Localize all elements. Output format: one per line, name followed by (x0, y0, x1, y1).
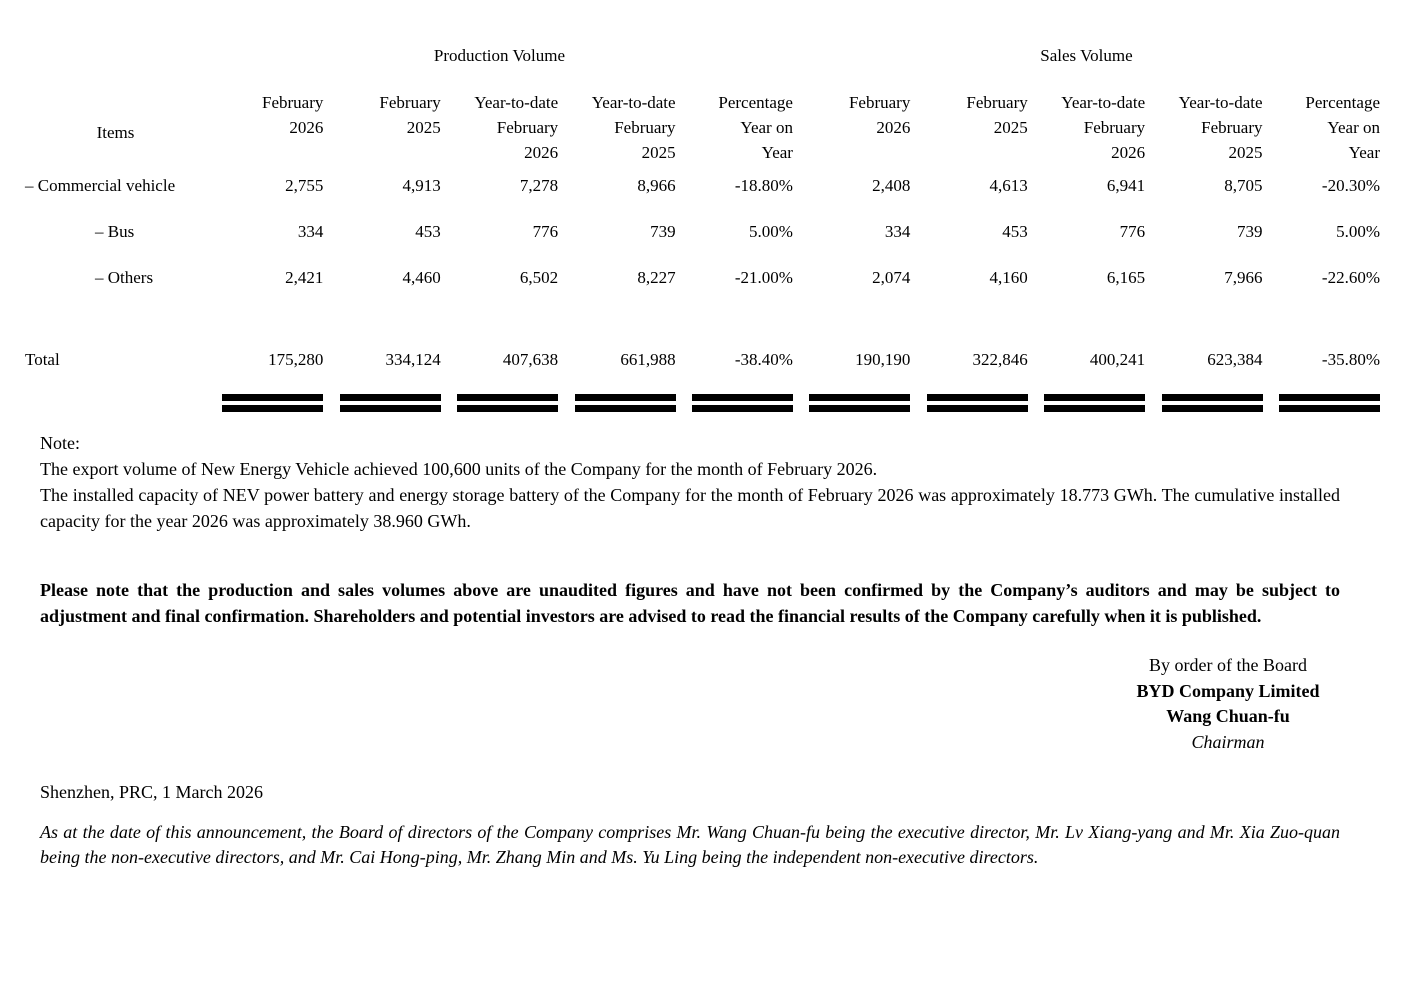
total-value-cell: 661,988 (620, 350, 676, 369)
note-section: Note: The export volume of New Energy Ve… (40, 430, 1340, 534)
note-export-line: The export volume of New Energy Vehicle … (40, 459, 878, 479)
value-cell: 453 (415, 222, 441, 241)
value-cell: 4,613 (989, 176, 1028, 195)
double-rule (1161, 394, 1263, 412)
value-cell: -21.00% (734, 268, 793, 287)
row-label: – Bus (95, 222, 135, 241)
double-rule (691, 394, 793, 412)
volume-table: Production Volume Sales Volume Items Feb… (25, 46, 1380, 414)
double-rule (926, 394, 1028, 412)
total-value-cell: 400,241 (1089, 350, 1146, 369)
value-cell: 334 (297, 222, 324, 241)
value-cell: 6,502 (519, 268, 559, 287)
value-cell: 776 (532, 222, 559, 241)
value-cell: 7,966 (1224, 268, 1263, 287)
total-value-cell: -35.80% (1321, 350, 1380, 369)
column-header-sales-ytd-2025: Year-to-date February 2025 (1178, 93, 1263, 162)
note-heading: Note: (40, 433, 80, 453)
value-cell: -18.80% (734, 176, 793, 195)
double-rule (457, 394, 559, 412)
value-cell: 4,460 (402, 268, 441, 287)
double-rule (1279, 394, 1380, 412)
value-cell: 6,165 (1106, 268, 1146, 287)
value-cell: 2,755 (285, 176, 324, 195)
double-rule (339, 394, 441, 412)
note-battery-line: The installed capacity of NEV power batt… (40, 485, 1340, 531)
spacer-row (25, 313, 1380, 349)
value-cell: 2,408 (872, 176, 911, 195)
value-cell: 6,941 (1106, 176, 1146, 195)
value-cell: 776 (1119, 222, 1146, 241)
value-cell: 739 (1237, 222, 1263, 241)
table-row-others: – Others 2,421 4,460 6,502 8,227 -21.00%… (25, 267, 1380, 313)
column-header-sales-feb-2025: February 2025 (966, 93, 1028, 137)
column-header-prod-feb-2026: February 2026 (262, 93, 324, 137)
value-cell: 4,160 (989, 268, 1028, 287)
sales-volume-header: Sales Volume (1040, 46, 1133, 65)
column-header-prod-feb-2025: February 2025 (379, 93, 441, 137)
total-value-cell: 322,846 (972, 350, 1028, 369)
signature-title: Chairman (1191, 731, 1265, 752)
signature-name: Wang Chuan-fu (1166, 706, 1290, 726)
value-cell: 8,705 (1224, 176, 1263, 195)
value-cell: 5.00% (749, 222, 793, 241)
group-header-spacer (25, 46, 206, 90)
production-volume-header: Production Volume (433, 46, 566, 65)
value-cell: -20.30% (1321, 176, 1380, 195)
column-header-prod-pct-yoy: Percentage Year on Year (718, 93, 793, 162)
value-cell: 7,278 (519, 176, 559, 195)
value-cell: 2,421 (285, 268, 324, 287)
total-value-cell: 407,638 (502, 350, 559, 369)
double-rule (1044, 394, 1146, 412)
column-header-sales-feb-2026: February 2026 (848, 93, 911, 137)
signature-by-order: By order of the Board (1149, 655, 1307, 675)
row-label: – Commercial vehicle (25, 176, 176, 195)
group-header-row: Production Volume Sales Volume (25, 46, 1380, 90)
value-cell: 4,913 (402, 176, 441, 195)
value-cell: 8,966 (637, 176, 676, 195)
double-rule (809, 394, 911, 412)
row-label: – Others (95, 268, 154, 287)
double-rule (574, 394, 676, 412)
double-rule (222, 394, 324, 412)
items-column-header: Items (96, 123, 135, 142)
dateline: Shenzhen, PRC, 1 March 2026 (40, 782, 263, 802)
column-header-prod-ytd-2025: Year-to-date February 2025 (591, 93, 676, 162)
table-row-bus: – Bus 334 453 776 739 5.00% 334 453 776 … (25, 221, 1380, 267)
total-value-cell: 623,384 (1207, 350, 1263, 369)
table-row-commercial-vehicle: – Commercial vehicle 2,755 4,913 7,278 8… (25, 175, 1380, 221)
value-cell: 453 (1002, 222, 1028, 241)
total-value-cell: 175,280 (268, 350, 324, 369)
total-value-cell: -38.40% (734, 350, 793, 369)
directors-paragraph: As at the date of this announcement, the… (40, 822, 1340, 867)
value-cell: 334 (884, 222, 911, 241)
disclaimer-paragraph: Please note that the production and sale… (40, 580, 1340, 626)
total-value-cell: 190,190 (855, 350, 911, 369)
signature-block: By order of the Board BYD Company Limite… (1108, 653, 1348, 755)
double-rule-row (25, 392, 1380, 414)
value-cell: 2,074 (872, 268, 911, 287)
column-header-sales-ytd-2026: Year-to-date February 2026 (1061, 93, 1146, 162)
value-cell: 739 (650, 222, 676, 241)
table-row-total: Total 175,280 334,124 407,638 661,988 -3… (25, 349, 1380, 392)
value-cell: 5.00% (1336, 222, 1380, 241)
column-header-prod-ytd-2026: Year-to-date February 2026 (474, 93, 559, 162)
total-value-cell: 334,124 (385, 350, 441, 369)
column-header-sales-pct-yoy: Percentage Year on Year (1305, 93, 1380, 162)
total-label: Total (25, 350, 60, 369)
column-header-row: Items February 2026 February 2025 Year-t… (25, 90, 1380, 175)
value-cell: -22.60% (1321, 268, 1380, 287)
signature-company: BYD Company Limited (1136, 680, 1320, 701)
value-cell: 8,227 (637, 268, 676, 287)
